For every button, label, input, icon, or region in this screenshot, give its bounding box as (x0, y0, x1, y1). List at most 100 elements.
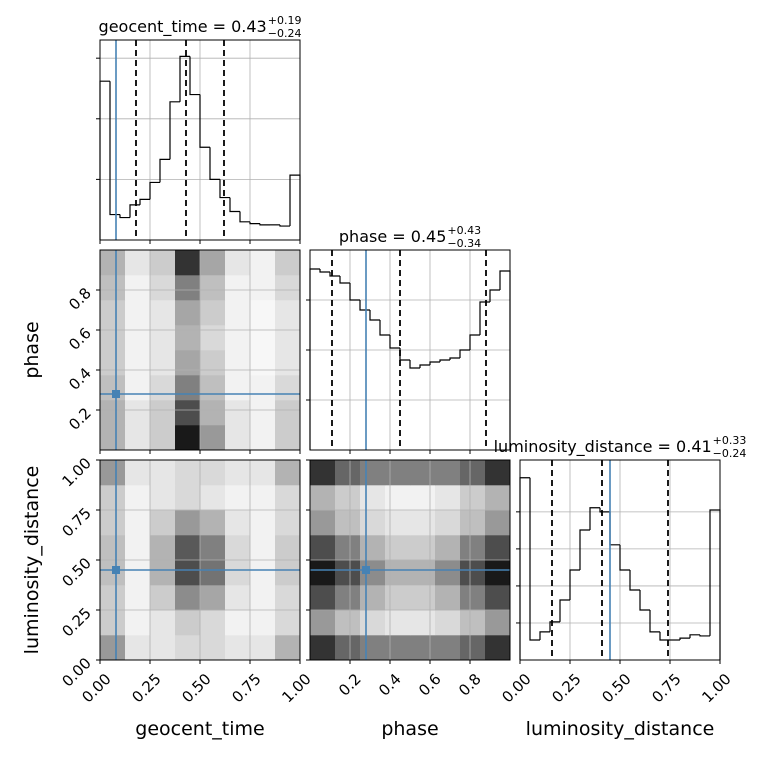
histogram-step (579, 529, 590, 570)
panel-title: geocent_time = 0.43 +0.19−0.24 (99, 14, 302, 40)
density-cell (410, 560, 436, 586)
density-cell (360, 635, 386, 661)
density-cell (200, 585, 226, 611)
density-cell (200, 635, 226, 661)
density-cell (150, 425, 176, 451)
density-cell (335, 510, 361, 536)
density-cell (225, 250, 251, 276)
density-cell (275, 425, 301, 451)
density-cell (460, 460, 486, 486)
title-lower-error: −0.24 (268, 27, 302, 40)
density-cell (100, 510, 126, 536)
density-cell (150, 250, 176, 276)
histogram-step (339, 276, 350, 284)
density-cell (275, 375, 301, 401)
density-cell (175, 300, 201, 326)
density-cell (385, 585, 411, 611)
x-axis-label: geocent_time (135, 718, 264, 740)
density-cell (125, 510, 151, 536)
density-cell (225, 635, 251, 661)
density-cell (460, 610, 486, 636)
density-cell (125, 610, 151, 636)
density-cell (175, 510, 201, 536)
histogram-step (439, 359, 450, 362)
x-tick-label: 0.8 (455, 670, 485, 700)
density-cell (100, 485, 126, 511)
x-tick-label: 0.6 (415, 670, 445, 700)
y-tick-label: 0.6 (65, 324, 95, 354)
histogram-step (589, 507, 600, 530)
density-cell (335, 610, 361, 636)
histogram-step (539, 631, 550, 640)
density-cell (360, 535, 386, 561)
histogram-step (219, 179, 230, 199)
histogram-step (459, 349, 470, 358)
title-text: geocent_time = 0.43 (99, 17, 267, 37)
density-cell (175, 635, 201, 661)
density-cell (485, 485, 511, 511)
density-cell (275, 400, 301, 426)
density-cell (435, 485, 461, 511)
histogram-step (529, 477, 540, 641)
density-cell (410, 610, 436, 636)
density-cell (100, 585, 126, 611)
histogram-step (619, 544, 630, 571)
density-cell (250, 635, 276, 661)
x-tick-label: 1.00 (698, 670, 734, 706)
density-cell (310, 460, 336, 486)
histogram-step (329, 272, 340, 277)
density-cell (225, 485, 251, 511)
density-cell (310, 585, 336, 611)
density-cell (460, 485, 486, 511)
density-cell (385, 560, 411, 586)
density-cell (275, 250, 301, 276)
histogram-step (549, 621, 560, 632)
x-tick-label: 0.2 (335, 670, 365, 700)
density-cell (150, 485, 176, 511)
density-cell (435, 510, 461, 536)
density-cell (200, 375, 226, 401)
density-cell (125, 300, 151, 326)
density-cell (100, 610, 126, 636)
y-tick-label: 0.4 (65, 364, 95, 394)
density-cell (310, 610, 336, 636)
histogram-step (249, 221, 260, 225)
density-cell (250, 485, 276, 511)
histogram-step (429, 361, 440, 365)
histogram-step (319, 269, 330, 273)
density-cell (275, 460, 301, 486)
density-cell (175, 535, 201, 561)
density-cell (435, 585, 461, 611)
density-cell (125, 400, 151, 426)
histogram-step (369, 310, 380, 321)
density-cell (175, 250, 201, 276)
density-cell (360, 485, 386, 511)
density-cell (335, 585, 361, 611)
y-tick-label: 0.25 (58, 604, 94, 640)
title-text: phase = 0.45 (339, 227, 446, 246)
density-cell (275, 275, 301, 301)
density-cell (125, 635, 151, 661)
x-axis-label: luminosity_distance (526, 718, 715, 740)
histogram-step (469, 334, 480, 350)
density-cell (250, 560, 276, 586)
density-cell (125, 535, 151, 561)
density-cell (125, 425, 151, 451)
density-cell (250, 325, 276, 351)
density-cell (250, 350, 276, 376)
density-cell (410, 460, 436, 486)
histogram-step (119, 214, 130, 219)
density-cell (225, 400, 251, 426)
density-cell (125, 375, 151, 401)
density-cell (200, 485, 226, 511)
histogram-step (559, 599, 570, 622)
truth-marker (112, 566, 120, 574)
density-cell (250, 300, 276, 326)
y-tick-label: 0.2 (65, 404, 95, 434)
density-cell (225, 325, 251, 351)
density-cell (175, 485, 201, 511)
density-cell (485, 510, 511, 536)
histogram-step (209, 147, 220, 180)
y-tick-label: 0.8 (65, 284, 95, 314)
density-cell (150, 375, 176, 401)
